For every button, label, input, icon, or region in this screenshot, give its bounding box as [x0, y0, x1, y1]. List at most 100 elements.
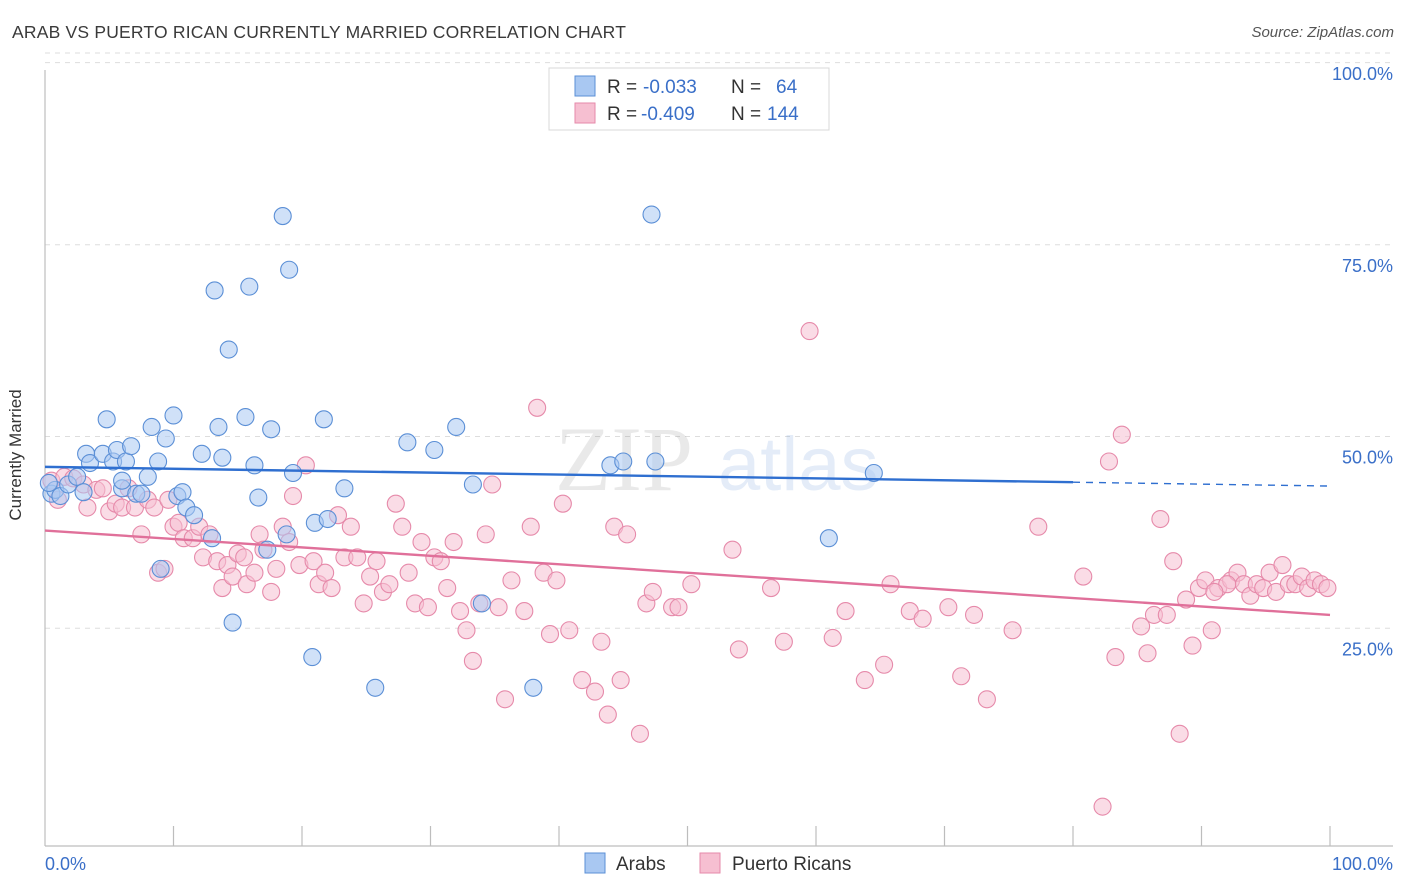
- pr-point: [169, 513, 188, 532]
- arab-point: [277, 525, 296, 544]
- pr-swatch: [574, 102, 596, 124]
- pr-point: [643, 582, 662, 601]
- legend-arabs-label: Arabs: [616, 854, 666, 875]
- pr-point: [132, 525, 151, 544]
- arab-point: [219, 340, 238, 359]
- arab-point: [74, 483, 93, 502]
- y-tick-label: 50.0%: [1342, 448, 1393, 468]
- pr-point: [223, 567, 242, 586]
- arab-point: [280, 260, 299, 279]
- axes: [44, 70, 1393, 847]
- arab-point: [314, 410, 333, 429]
- pr-point: [386, 494, 405, 513]
- arab-point: [138, 467, 157, 486]
- pr-point: [354, 594, 373, 613]
- pr-point: [774, 632, 793, 651]
- arab-point: [249, 488, 268, 507]
- pr-point: [502, 571, 521, 590]
- pr-point: [348, 548, 367, 567]
- pr-point: [418, 598, 437, 617]
- pr-point: [528, 398, 547, 417]
- arab-point: [273, 207, 292, 226]
- puerto-rican-points: [42, 322, 1337, 816]
- pr-point: [1164, 552, 1183, 571]
- arab-point: [205, 281, 224, 300]
- y-tick-label: 25.0%: [1342, 639, 1393, 659]
- arab-trend-line: [44, 465, 1074, 484]
- arab-r-label: R =: [607, 77, 637, 98]
- arab-point: [164, 406, 183, 425]
- pr-point: [78, 498, 97, 517]
- pr-point: [1132, 617, 1151, 636]
- pr-point: [367, 552, 386, 571]
- arab-point: [132, 484, 151, 503]
- series-legend: Arabs Puerto Ricans: [584, 852, 851, 875]
- grid-lines: [45, 52, 1393, 629]
- arab-point: [236, 407, 255, 427]
- pr-point: [1177, 590, 1196, 609]
- pr-point: [495, 690, 515, 709]
- arab-trend-extension: [1072, 481, 1331, 487]
- pr-point: [438, 579, 457, 598]
- pr-point: [1157, 605, 1176, 624]
- pr-point: [1106, 648, 1125, 667]
- x-tick-label-min: 0.0%: [45, 854, 86, 874]
- arab-point: [819, 529, 838, 548]
- pr-point: [483, 475, 502, 494]
- arab-point: [113, 471, 132, 490]
- arab-point: [614, 452, 633, 471]
- pr-point: [560, 621, 579, 640]
- pr-point: [457, 621, 476, 640]
- arab-point: [97, 410, 116, 429]
- pr-point: [399, 563, 418, 582]
- stats-legend: R = -0.033 N = 64 R = -0.409 N = 144: [548, 67, 830, 131]
- arab-point: [864, 463, 883, 483]
- arab-points: [39, 205, 883, 697]
- arab-point: [398, 433, 417, 452]
- pr-point: [1003, 621, 1022, 640]
- pr-point: [682, 575, 701, 594]
- arab-point: [366, 678, 385, 697]
- y-tick-label: 75.0%: [1342, 256, 1393, 276]
- x-tick-label-max: 100.0%: [1332, 854, 1393, 874]
- pr-point: [322, 579, 341, 598]
- pr-point: [341, 517, 360, 536]
- arab-point: [524, 678, 543, 697]
- arab-point: [203, 529, 222, 548]
- pr-point: [573, 671, 592, 690]
- pr-point: [585, 682, 605, 701]
- arab-n-value: 64: [776, 77, 798, 98]
- arab-point: [173, 483, 192, 502]
- pr-point: [547, 571, 566, 590]
- pr-point: [1318, 579, 1337, 598]
- pr-point: [598, 705, 617, 724]
- pr-point: [1205, 582, 1224, 601]
- pr-point: [521, 517, 540, 536]
- arab-point: [192, 444, 211, 463]
- arab-point: [223, 613, 242, 632]
- pr-point: [1138, 644, 1157, 663]
- pr-point: [553, 494, 572, 513]
- arab-point: [262, 420, 281, 439]
- x-axis-ticks: [172, 826, 1331, 846]
- pr-point: [1151, 509, 1170, 529]
- pr-point: [611, 671, 630, 690]
- legend-arabs-swatch: [584, 852, 606, 874]
- arab-point: [318, 509, 337, 529]
- pr-point: [380, 575, 399, 594]
- pr-point: [93, 479, 112, 498]
- pr-point: [412, 532, 431, 552]
- pr-point: [489, 598, 508, 617]
- watermark: ZIP atlas: [555, 408, 879, 510]
- pr-point: [952, 667, 971, 686]
- pr-point: [855, 671, 874, 690]
- pr-n-value: 144: [767, 104, 799, 125]
- pr-point: [145, 498, 164, 517]
- arab-point: [245, 456, 264, 475]
- pr-point: [1099, 452, 1119, 471]
- arab-point: [335, 479, 354, 498]
- chart-title: ARAB VS PUERTO RICAN CURRENTLY MARRIED C…: [12, 22, 627, 42]
- arab-point: [122, 437, 141, 456]
- pr-point: [1170, 724, 1189, 743]
- arab-point: [646, 452, 665, 471]
